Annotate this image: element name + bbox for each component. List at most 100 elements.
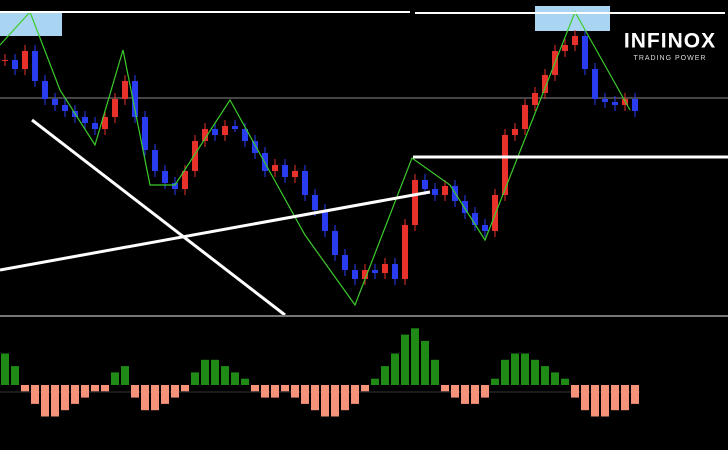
- candle-body: [192, 141, 198, 171]
- candle-body: [32, 51, 38, 81]
- histogram-bar: [221, 366, 229, 385]
- candle-body: [122, 81, 128, 99]
- histogram-bar: [331, 385, 339, 417]
- histogram-bar: [1, 353, 9, 385]
- candle-body: [272, 165, 278, 171]
- candle-body: [402, 225, 408, 279]
- candle-body: [212, 129, 218, 135]
- candle-body: [542, 75, 548, 93]
- histogram-bar: [471, 385, 479, 404]
- histogram-bar: [421, 340, 429, 385]
- candle-body: [442, 186, 448, 195]
- candle-body: [322, 210, 328, 231]
- candle-body: [162, 171, 168, 183]
- histogram-bar: [211, 359, 219, 385]
- candle-body: [632, 99, 638, 111]
- candle-body: [142, 117, 148, 150]
- histogram-bar: [251, 385, 259, 392]
- histogram: [1, 328, 639, 417]
- histogram-bar: [241, 378, 249, 385]
- histogram-bar: [491, 378, 499, 385]
- histogram-bar: [31, 385, 39, 404]
- histogram-bar: [541, 366, 549, 385]
- candle-body: [12, 60, 18, 69]
- histogram-bar: [291, 385, 299, 398]
- candle-body: [602, 99, 608, 102]
- histogram-bar: [151, 385, 159, 411]
- histogram-bar: [111, 372, 119, 385]
- candle-body: [282, 165, 288, 177]
- candle-body: [252, 141, 258, 153]
- candle-body: [132, 81, 138, 117]
- histogram-bar: [81, 385, 89, 398]
- candle-body: [572, 36, 578, 45]
- candle-body: [492, 195, 498, 231]
- candle-body: [82, 117, 88, 123]
- candle-body: [342, 255, 348, 270]
- candle-body: [112, 99, 118, 117]
- histogram-bar: [571, 385, 579, 398]
- candle-body: [22, 51, 28, 69]
- histogram-bar: [281, 385, 289, 392]
- candle-body: [232, 126, 238, 129]
- histogram-bar: [441, 385, 449, 392]
- histogram-bar: [511, 353, 519, 385]
- candle-body: [422, 180, 428, 189]
- histogram-bar: [451, 385, 459, 398]
- candle-body: [302, 171, 308, 195]
- candle-body: [412, 180, 418, 225]
- tagline: TRADING POWER: [634, 55, 707, 62]
- candle-body: [312, 195, 318, 210]
- histogram-bar: [551, 372, 559, 385]
- candle-body: [332, 231, 338, 255]
- histogram-bar: [351, 385, 359, 404]
- histogram-bar: [101, 385, 109, 392]
- histogram-bar: [271, 385, 279, 398]
- candle-body: [242, 129, 248, 141]
- histogram-bar: [311, 385, 319, 411]
- histogram-bar: [531, 359, 539, 385]
- histogram-bar: [401, 334, 409, 385]
- histogram-bar: [431, 359, 439, 385]
- zigzag: [0, 10, 631, 307]
- candle-body: [352, 270, 358, 279]
- histogram-bar: [581, 385, 589, 411]
- candle-body: [582, 36, 588, 69]
- candle-body: [202, 129, 208, 141]
- histogram-bar: [131, 385, 139, 398]
- histogram-bar: [631, 385, 639, 404]
- candle-body: [2, 60, 8, 61]
- histogram-bar: [261, 385, 269, 398]
- histogram-bar: [141, 385, 149, 411]
- candle-body: [592, 69, 598, 99]
- candle-body: [52, 99, 58, 105]
- histogram-bar: [191, 372, 199, 385]
- candle-body: [182, 171, 188, 189]
- histogram-bar: [341, 385, 349, 411]
- candle-body: [392, 264, 398, 279]
- histogram-bar: [561, 378, 569, 385]
- candle-body: [482, 225, 488, 231]
- histogram-bar: [301, 385, 309, 404]
- histogram-bar: [391, 353, 399, 385]
- candle-body: [362, 270, 368, 279]
- histogram-bar: [591, 385, 599, 417]
- candle-body: [432, 189, 438, 195]
- candle-body: [372, 270, 378, 273]
- histogram-bar: [51, 385, 59, 417]
- histogram-bar: [71, 385, 79, 404]
- candle-body: [532, 93, 538, 105]
- histogram-bar: [381, 366, 389, 385]
- trend-line: [0, 190, 431, 272]
- histogram-bar: [61, 385, 69, 411]
- candle-body: [522, 105, 528, 129]
- histogram-bar: [201, 359, 209, 385]
- histogram-bar: [361, 385, 369, 392]
- candle-body: [562, 45, 568, 51]
- histogram-bar: [321, 385, 329, 417]
- histogram-bar: [611, 385, 619, 411]
- histogram-bar: [161, 385, 169, 404]
- histogram-bar: [91, 385, 99, 392]
